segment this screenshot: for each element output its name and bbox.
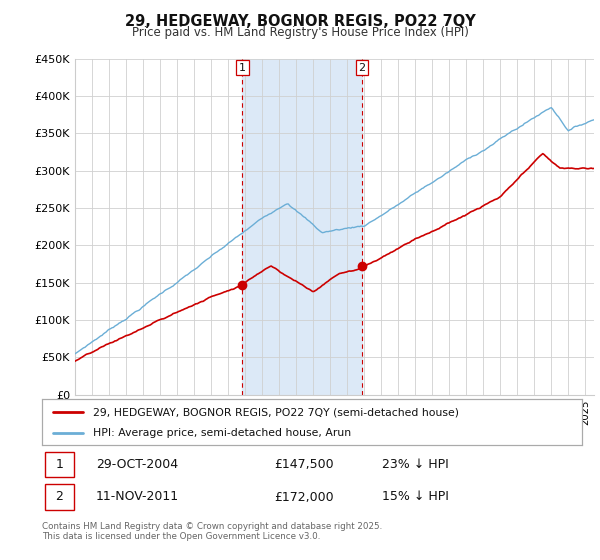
Text: 2: 2: [359, 63, 365, 73]
Text: Contains HM Land Registry data © Crown copyright and database right 2025.
This d: Contains HM Land Registry data © Crown c…: [42, 522, 382, 542]
Text: £172,000: £172,000: [274, 491, 334, 503]
Text: 29-OCT-2004: 29-OCT-2004: [96, 458, 178, 472]
FancyBboxPatch shape: [45, 452, 74, 477]
Text: 11-NOV-2011: 11-NOV-2011: [96, 491, 179, 503]
Text: 23% ↓ HPI: 23% ↓ HPI: [382, 458, 449, 472]
Bar: [242, 59, 362, 395]
Text: 1: 1: [239, 63, 246, 73]
Text: 1: 1: [55, 458, 63, 472]
Text: Price paid vs. HM Land Registry's House Price Index (HPI): Price paid vs. HM Land Registry's House …: [131, 26, 469, 39]
Text: HPI: Average price, semi-detached house, Arun: HPI: Average price, semi-detached house,…: [94, 428, 352, 438]
Text: 29, HEDGEWAY, BOGNOR REGIS, PO22 7QY: 29, HEDGEWAY, BOGNOR REGIS, PO22 7QY: [125, 14, 475, 29]
Text: 2: 2: [55, 491, 63, 503]
Text: £147,500: £147,500: [274, 458, 334, 472]
Text: 15% ↓ HPI: 15% ↓ HPI: [382, 491, 449, 503]
Text: 29, HEDGEWAY, BOGNOR REGIS, PO22 7QY (semi-detached house): 29, HEDGEWAY, BOGNOR REGIS, PO22 7QY (se…: [94, 407, 460, 417]
FancyBboxPatch shape: [45, 484, 74, 510]
